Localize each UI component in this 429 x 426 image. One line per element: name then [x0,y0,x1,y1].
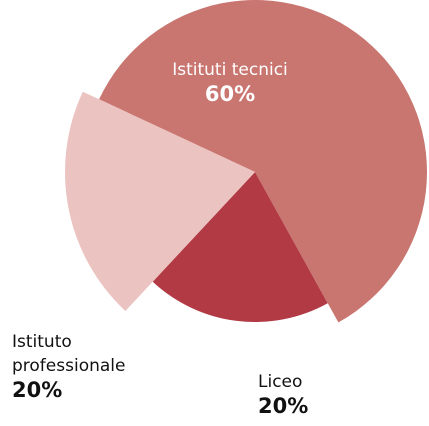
category-label: Istituti tecnici [172,60,288,80]
pie-slice [64,91,255,311]
pie-slice [152,172,328,322]
value-label: 20% [258,394,309,418]
pie-slice [99,0,428,323]
slice-label: Istituti tecnici 60% [150,58,310,106]
category-label: Istituto professionale [12,332,126,376]
category-label: Liceo [258,372,303,392]
value-label: 60% [204,82,256,106]
value-label: 20% [12,378,63,402]
slice-label: Istituto professionale 20% [12,330,162,402]
slice-label: Liceo 20% [258,370,358,418]
